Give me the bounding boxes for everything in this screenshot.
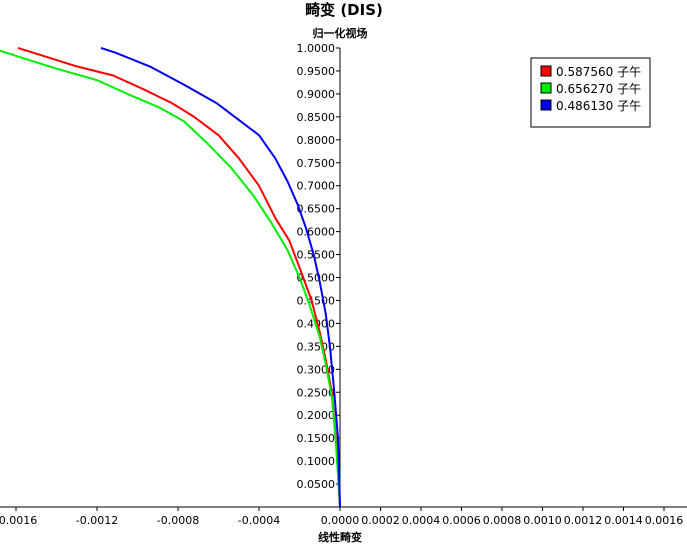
y-tick-label: 0.7500 <box>297 157 336 170</box>
y-tick-label: 0.6000 <box>297 226 336 239</box>
x-tick-label: 0.0014 <box>604 514 643 527</box>
chart-title: 畸变 (DIS) <box>305 1 383 19</box>
x-tick-label: -0.0012 <box>76 514 118 527</box>
legend-swatch-3 <box>540 99 552 111</box>
series-line-3 <box>100 47 341 508</box>
x-tick-label: 0.0012 <box>564 514 603 527</box>
legend-swatch-2 <box>540 82 552 94</box>
axes: -0.0016 -0.0012 -0.0008 -0.0004 0.00000.0002… <box>0 42 687 527</box>
legend-label-1: 0.587560 子午 <box>556 65 641 79</box>
y-tick-label: 0.2500 <box>297 386 336 399</box>
x-tick-label: -0.0004 <box>238 514 280 527</box>
y-tick-label: 0.4500 <box>297 294 336 307</box>
y-tick-label: 0.8500 <box>297 111 336 124</box>
y-tick-label: 0.9000 <box>297 88 336 101</box>
legend: 0.587560 子午 0.656270 子午 0.486130 子午 <box>530 57 651 128</box>
x-tick-label: -0.0008 <box>157 514 199 527</box>
y-tick-label: 0.2000 <box>297 409 336 422</box>
legend-swatch-1 <box>540 65 552 77</box>
y-tick-label: 0.9500 <box>297 65 336 78</box>
x-tick-label: -0.0016 <box>0 514 37 527</box>
y-axis-label: 归一化视场 <box>313 26 368 40</box>
y-tick-label: 0.1500 <box>297 432 336 445</box>
x-tick-label: 0.0016 <box>645 514 684 527</box>
legend-label-3: 0.486130 子午 <box>556 99 641 113</box>
y-tick-label: 0.3500 <box>297 340 336 353</box>
x-tick-label: 0.0006 <box>442 514 481 527</box>
y-tick-label: 0.1000 <box>297 455 336 468</box>
y-tick-label: 0.7000 <box>297 180 336 193</box>
x-tick-label: 0.0008 <box>483 514 522 527</box>
x-tick-label: 0.0010 <box>523 514 562 527</box>
x-axis-label: 线性畸变 <box>318 530 362 544</box>
x-tick-label: 0.0004 <box>402 514 441 527</box>
y-tick-label: 1.0000 <box>297 42 336 55</box>
series-line-1 <box>17 47 341 508</box>
legend-label-2: 0.656270 子午 <box>556 82 641 96</box>
y-tick-label: 0.8000 <box>297 134 336 147</box>
series-line-2 <box>0 49 341 508</box>
y-tick-label: 0.5000 <box>297 272 336 285</box>
x-tick-label: 0.0002 <box>361 514 400 527</box>
plot-area <box>0 47 341 508</box>
y-tick-label: 0.5500 <box>297 249 336 262</box>
y-tick-label: 0.6500 <box>297 203 336 216</box>
x-tick-label: 0.0000 <box>321 514 360 527</box>
y-tick-label: 0.0500 <box>297 478 336 491</box>
